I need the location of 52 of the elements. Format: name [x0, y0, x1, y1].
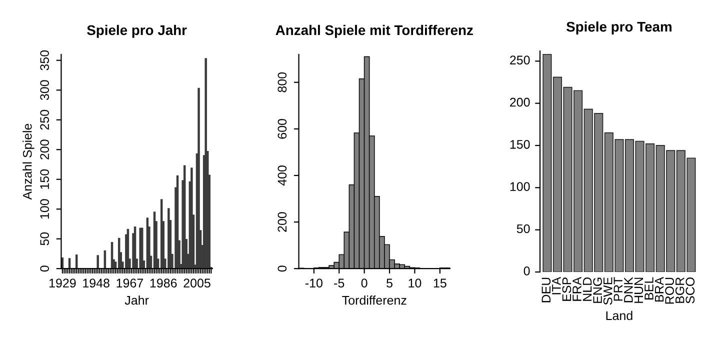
x-tick-label: PRT	[614, 277, 622, 301]
x-tick-label: NLD	[582, 277, 592, 301]
y-tick-label: 800	[278, 72, 287, 92]
x-tick-label: ENG	[593, 278, 602, 303]
y-tick-label: 100	[510, 182, 530, 192]
y-tick-label: 150	[510, 140, 530, 149]
y-tick-label: 200	[40, 140, 50, 160]
x-tick-label: FRA	[572, 276, 582, 301]
x-tick-label: ITA	[552, 276, 561, 294]
y-tick-label: 50	[40, 232, 50, 246]
x-tick-label: BGR	[675, 277, 684, 303]
y-tick-label: 250	[40, 110, 50, 130]
x-tick-label: SWE	[603, 277, 612, 305]
x-tick-label: DEU	[542, 278, 551, 302]
x-tick-label: 1948	[83, 278, 110, 288]
x-tick-label: HUN	[634, 278, 644, 303]
y-tick-label: 0	[524, 266, 530, 276]
x-tick-label: 1986	[150, 278, 177, 288]
x-tick-label: 10	[408, 278, 422, 288]
y-tick-label: 250	[510, 56, 530, 64]
chart-title: Spiele pro Jahr	[87, 24, 187, 38]
x-tick-label: -5	[334, 278, 344, 288]
y-tick-label: 0	[40, 266, 50, 272]
x-axis-title: Jahr	[124, 296, 149, 305]
x-axis-title: Land	[606, 310, 632, 320]
x-tick-label: BEL	[644, 277, 654, 300]
y-tick-label: 200	[278, 212, 287, 232]
x-tick-label: 2005	[184, 278, 210, 288]
x-tick-label: -10	[305, 278, 322, 288]
x-tick-label: 5	[386, 278, 392, 288]
x-tick-label: SCO	[686, 277, 695, 304]
x-axis-title: Tordifferenz	[342, 296, 406, 305]
x-tick-label: 15	[434, 278, 446, 288]
x-tick-label: BRA	[654, 276, 664, 302]
x-tick-label: ROU	[665, 278, 674, 304]
chart-title: Anzahl Spiele mit Tordifferenz	[276, 24, 473, 38]
y-tick-label: 600	[278, 118, 287, 139]
x-tick-label: 1929	[49, 278, 76, 288]
x-tick-label: 0	[361, 278, 368, 288]
x-tick-label: 1967	[116, 278, 143, 288]
x-tick-label: DNK	[624, 277, 633, 302]
y-tick-label: 150	[40, 169, 50, 189]
y-tick-label: 200	[510, 98, 530, 107]
y-tick-label: 100	[40, 199, 50, 219]
y-tick-label: 50	[516, 224, 530, 234]
x-tick-label: ESP	[562, 278, 572, 301]
y-axis-title: Anzahl Spiele	[22, 124, 34, 200]
y-tick-label: 300	[40, 80, 50, 100]
chart-title: Spiele pro Team	[566, 21, 672, 34]
y-tick-label: 0	[278, 266, 287, 272]
y-tick-label: 350	[40, 50, 50, 70]
y-tick-label: 400	[278, 166, 287, 186]
